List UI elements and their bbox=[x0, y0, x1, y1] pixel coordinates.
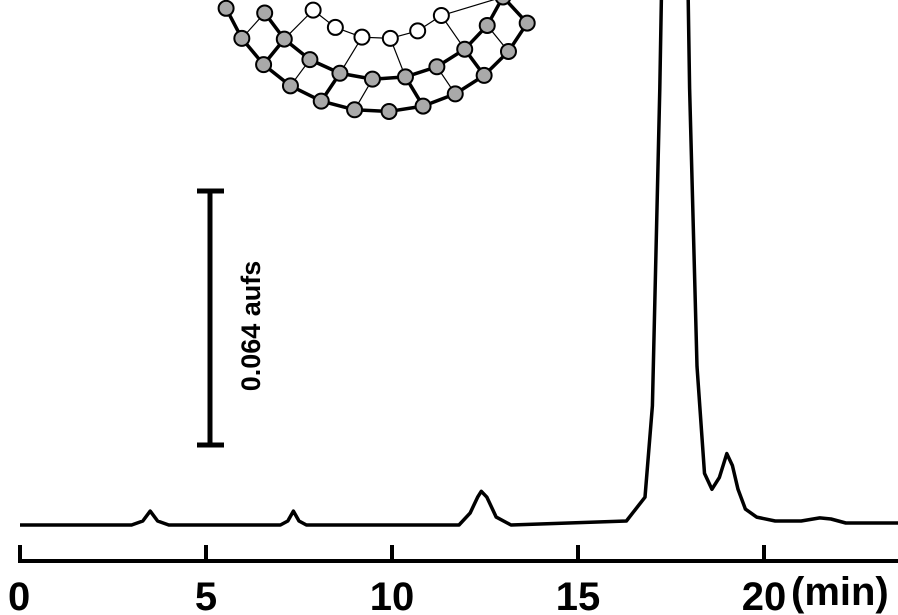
x-tick-label: 20 bbox=[742, 575, 787, 615]
x-axis: 0 5 10 15 20 bbox=[8, 545, 898, 615]
molecule-atom bbox=[256, 4, 274, 22]
molecule-atom bbox=[346, 101, 364, 119]
molecule-atom bbox=[409, 22, 427, 40]
molecule-atom bbox=[281, 77, 299, 95]
fullerene-molecule-icon bbox=[217, 0, 536, 120]
molecule-atom bbox=[495, 0, 511, 6]
molecule-atom bbox=[326, 18, 344, 36]
molecule-atom bbox=[233, 29, 251, 47]
molecule-bond bbox=[441, 0, 495, 17]
molecule-atom bbox=[304, 1, 322, 19]
molecule-atom bbox=[456, 40, 474, 58]
molecule-atom bbox=[446, 85, 464, 103]
x-tick-label: 15 bbox=[556, 575, 601, 615]
molecule-atom bbox=[414, 97, 432, 115]
molecule-atom bbox=[331, 64, 349, 82]
molecule-atom bbox=[255, 56, 273, 74]
x-tick-label: 10 bbox=[370, 575, 415, 615]
molecule-atom bbox=[475, 66, 493, 84]
x-axis-unit-label: (min) bbox=[791, 570, 889, 614]
molecule-atom bbox=[301, 51, 319, 69]
molecule-atom bbox=[363, 70, 381, 88]
molecule-atom bbox=[478, 16, 496, 34]
molecule-atom bbox=[381, 29, 399, 47]
molecule-atom bbox=[312, 92, 330, 110]
x-tick-label: 0 bbox=[8, 575, 30, 615]
chromatogram-trace bbox=[20, 0, 898, 527]
molecule-atom bbox=[499, 42, 517, 60]
molecule-atom bbox=[518, 14, 536, 32]
molecule-atom bbox=[380, 102, 398, 120]
molecule-atom bbox=[428, 58, 446, 76]
molecule-atom bbox=[396, 68, 414, 86]
molecule-atom bbox=[217, 0, 235, 17]
scale-bar-label: 0.064 aufs bbox=[236, 261, 266, 392]
scale-bar: 0.064 aufs bbox=[197, 188, 266, 448]
molecule-atom bbox=[432, 7, 450, 25]
molecule-atom bbox=[275, 30, 293, 48]
molecule-atom bbox=[353, 28, 371, 46]
x-tick-label: 5 bbox=[195, 575, 217, 615]
